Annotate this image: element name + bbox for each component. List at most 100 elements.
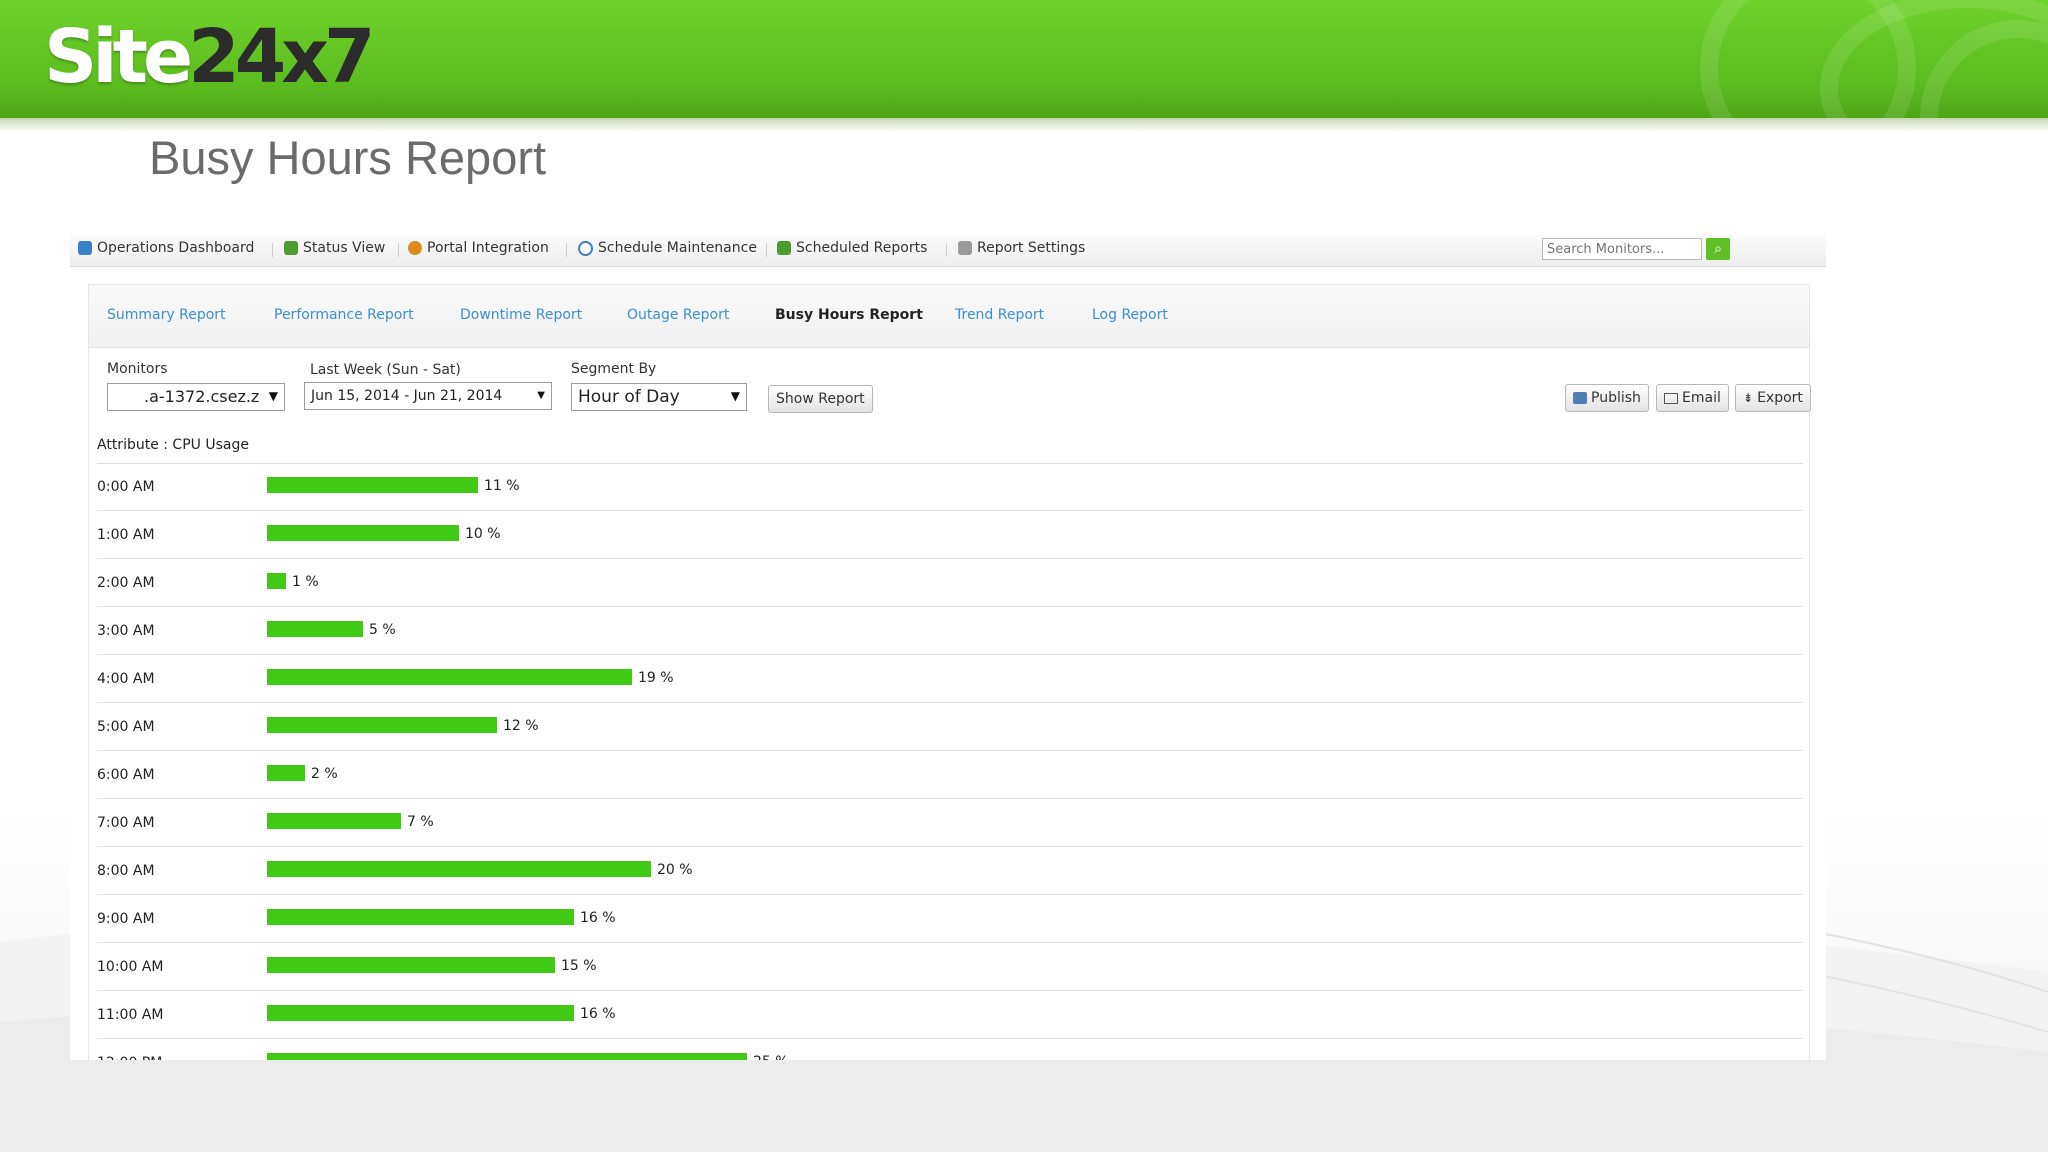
chart-bar	[267, 573, 286, 589]
chart-row: 3:00 AM 5 %	[97, 607, 1803, 655]
chart-bar	[267, 813, 401, 829]
chart-row: 10:00 AM 15 %	[97, 943, 1803, 991]
hour-label: 12:00 PM	[97, 1055, 162, 1060]
bar-value-label: 16 %	[580, 910, 616, 926]
bar-value-label: 25 %	[753, 1054, 789, 1060]
hour-label: 1:00 AM	[97, 527, 155, 543]
chart-bar	[267, 477, 478, 493]
dropdown-arrow-icon: ▼	[268, 389, 278, 403]
header-banner: Site24x7	[0, 0, 2048, 118]
chart-bar	[267, 909, 574, 925]
nav-portal-integration[interactable]: Portal Integration	[408, 240, 549, 256]
report-screenshot: Operations Dashboard Status View Portal …	[70, 234, 1826, 1060]
bar-value-label: 2 %	[311, 766, 338, 782]
search-monitors-input[interactable]	[1542, 238, 1702, 260]
nav-label: Portal Integration	[427, 240, 549, 256]
hour-label: 5:00 AM	[97, 719, 155, 735]
period-label: Last Week (Sun - Sat)	[310, 362, 461, 378]
chart-row: 12:00 PM 25 %	[97, 1039, 1803, 1060]
nav-separator	[766, 243, 767, 257]
monitors-select[interactable]: .a-1372.csez.z ▼	[107, 383, 285, 411]
export-button[interactable]: ⇟ Export	[1735, 384, 1811, 412]
bar-value-label: 20 %	[657, 862, 693, 878]
period-select[interactable]: Jun 15, 2014 - Jun 21, 2014 ▼	[304, 382, 552, 410]
tab-performance-report[interactable]: Performance Report	[274, 307, 414, 323]
clock-icon	[578, 240, 593, 256]
export-label: Export	[1757, 390, 1803, 406]
publish-icon	[1573, 392, 1587, 404]
chart-bar	[267, 717, 497, 733]
tab-summary-report[interactable]: Summary Report	[107, 307, 226, 323]
chart-bar	[267, 621, 363, 637]
tab-log-report[interactable]: Log Report	[1092, 307, 1168, 323]
bar-value-label: 15 %	[561, 958, 597, 974]
bar-value-label: 7 %	[407, 814, 434, 830]
hour-label: 2:00 AM	[97, 575, 155, 591]
show-report-button[interactable]: Show Report	[768, 385, 873, 413]
hour-label: 11:00 AM	[97, 1007, 164, 1023]
chart-bar	[267, 861, 651, 877]
tab-downtime-report[interactable]: Downtime Report	[460, 307, 583, 323]
period-value: Jun 15, 2014 - Jun 21, 2014	[311, 388, 503, 404]
nav-label: Schedule Maintenance	[598, 240, 757, 256]
banner-shadow	[0, 118, 2048, 132]
hour-label: 7:00 AM	[97, 815, 155, 831]
bar-value-label: 1 %	[292, 574, 319, 590]
chart-row: 9:00 AM 16 %	[97, 895, 1803, 943]
mail-icon	[1664, 392, 1678, 404]
busy-hours-chart: 0:00 AM 11 % 1:00 AM 10 % 2:00 AM 1 % 3:00 AM 5…	[97, 463, 1803, 1060]
chart-row: 2:00 AM 1 %	[97, 559, 1803, 607]
segment-value: Hour of Day	[578, 387, 680, 407]
chart-row: 4:00 AM 19 %	[97, 655, 1803, 703]
tab-busy-hours-report[interactable]: Busy Hours Report	[775, 307, 923, 323]
chart-row: 6:00 AM 2 %	[97, 751, 1803, 799]
nav-scheduled-reports[interactable]: Scheduled Reports	[777, 240, 927, 256]
nav-separator	[398, 243, 399, 257]
bar-value-label: 5 %	[369, 622, 396, 638]
bar-value-label: 10 %	[465, 526, 501, 542]
top-nav: Operations Dashboard Status View Portal …	[70, 234, 1826, 267]
tab-outage-report[interactable]: Outage Report	[627, 307, 730, 323]
report-container: Summary Report Performance Report Downti…	[88, 284, 1811, 1060]
bar-value-label: 19 %	[638, 670, 674, 686]
chart-row: 0:00 AM 11 %	[97, 463, 1803, 511]
segment-label: Segment By	[571, 361, 657, 377]
chart-row: 5:00 AM 12 %	[97, 703, 1803, 751]
tab-trend-report[interactable]: Trend Report	[955, 307, 1045, 323]
attribute-divider	[97, 463, 1803, 464]
chart-row: 8:00 AM 20 %	[97, 847, 1803, 895]
segment-select[interactable]: Hour of Day ▼	[571, 383, 747, 411]
monitors-label: Monitors	[107, 361, 168, 377]
status-view-icon	[284, 241, 298, 255]
chevron-down-icon: ▼	[537, 390, 545, 401]
hour-label: 6:00 AM	[97, 767, 155, 783]
nav-separator	[566, 243, 567, 257]
chart-bar	[267, 1005, 574, 1021]
nav-operations-dashboard[interactable]: Operations Dashboard	[78, 240, 254, 256]
attribute-label: Attribute : CPU Usage	[97, 437, 249, 453]
nav-label: Scheduled Reports	[796, 240, 928, 256]
publish-button[interactable]: Publish	[1565, 384, 1649, 412]
slide-title: Busy Hours Report	[149, 131, 547, 184]
nav-report-settings[interactable]: Report Settings	[958, 240, 1085, 256]
chart-bar	[267, 1053, 747, 1060]
chart-bar	[267, 669, 632, 685]
nav-label: Status View	[303, 240, 386, 256]
search-icon[interactable]: ⌕	[1706, 238, 1730, 260]
chart-bar	[267, 765, 305, 781]
hour-label: 10:00 AM	[97, 959, 164, 975]
nav-status-view[interactable]: Status View	[284, 240, 385, 256]
chart-row: 1:00 AM 10 %	[97, 511, 1803, 559]
hour-label: 9:00 AM	[97, 911, 155, 927]
settings-icon	[958, 241, 972, 255]
email-button[interactable]: Email	[1656, 384, 1729, 412]
report-tabs: Summary Report Performance Report Downti…	[89, 285, 1809, 348]
bar-value-label: 12 %	[503, 718, 539, 734]
hour-label: 3:00 AM	[97, 623, 155, 639]
nav-schedule-maintenance[interactable]: Schedule Maintenance	[578, 240, 757, 256]
dashboard-icon	[78, 241, 92, 255]
chart-bar	[267, 957, 555, 973]
hour-label: 8:00 AM	[97, 863, 155, 879]
nav-label: Report Settings	[977, 240, 1086, 256]
bar-value-label: 16 %	[580, 1006, 616, 1022]
